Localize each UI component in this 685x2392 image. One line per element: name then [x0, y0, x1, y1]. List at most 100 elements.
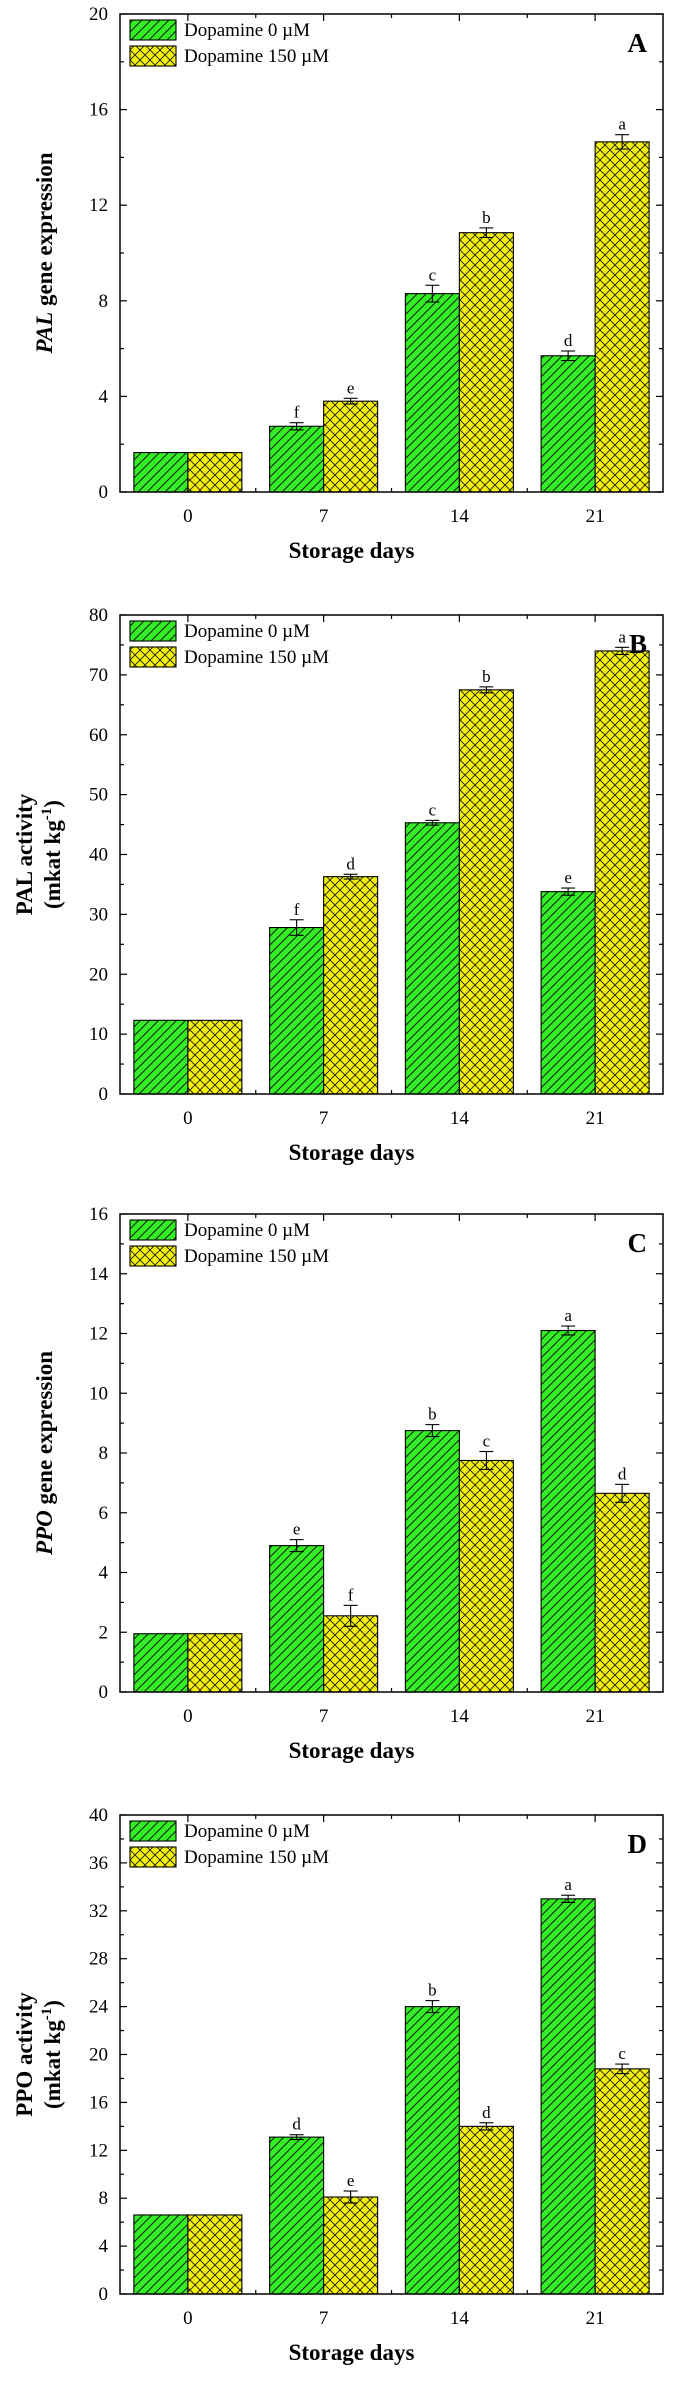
- legend-swatch-dopamine-150: [129, 1846, 177, 1868]
- legend-swatch-dopamine-150: [129, 1245, 177, 1267]
- significance-letter: e: [564, 868, 572, 887]
- legend: Dopamine 0 µM Dopamine 150 µM: [129, 1219, 329, 1267]
- y-axis-unit: (mkat kg: [40, 820, 65, 909]
- x-tick-label: 7: [319, 506, 329, 527]
- significance-letter: d: [618, 1464, 627, 1483]
- x-axis-label: Storage days: [289, 1140, 415, 1165]
- x-tick-label: 21: [586, 1108, 605, 1129]
- panel-letter: A: [628, 28, 648, 58]
- legend-label: Dopamine 150 µM: [184, 647, 329, 668]
- y-tick-label: 8: [99, 291, 109, 312]
- y-tick-label: 0: [99, 482, 109, 503]
- y-axis-unit-close: ): [40, 800, 65, 808]
- legend-label: Dopamine 0 µM: [184, 621, 310, 642]
- legend-label: Dopamine 150 µM: [184, 46, 329, 67]
- bar-dopamine-150-day-0: [187, 2214, 243, 2295]
- y-axis-label-rest: gene expression: [32, 152, 57, 312]
- significance-letter: e: [347, 2171, 355, 2190]
- bar-dopamine-150-day-0: [187, 1633, 243, 1693]
- y-tick-label: 24: [89, 1997, 109, 2018]
- bar-dopamine-0-day-7: [269, 425, 325, 493]
- bar-dopamine-150-day-7: [323, 1615, 379, 1693]
- significance-letter: e: [293, 1520, 301, 1539]
- bar-dopamine-0-day-7: [269, 1545, 325, 1693]
- y-axis-label-line2: (mkat kg-1): [39, 2000, 65, 2109]
- panel-letter: C: [628, 1228, 648, 1258]
- x-tick-label: 0: [183, 506, 193, 527]
- y-tick-label: 12: [89, 1324, 108, 1345]
- y-tick-label: 10: [89, 1024, 108, 1045]
- y-axis-unit: (mkat kg: [40, 2020, 65, 2109]
- y-tick-label: 4: [99, 2236, 109, 2257]
- chart-panel-b: f c e d b a 0 10 20 30 40 50 60 70 80 0 7 14 21 Storage day…: [12, 605, 664, 1165]
- significance-letter: c: [429, 265, 437, 284]
- y-tick-label: 40: [89, 845, 108, 866]
- y-tick-label: 16: [89, 1204, 108, 1225]
- significance-letter: b: [482, 208, 491, 227]
- bar-dopamine-150-day-7: [323, 876, 379, 1095]
- bar-dopamine-0-day-14: [404, 293, 460, 493]
- y-tick-label: 0: [99, 1084, 109, 1105]
- bar-dopamine-150-day-14: [458, 2125, 514, 2295]
- significance-letter: a: [564, 1875, 572, 1894]
- y-tick-label: 80: [89, 605, 108, 626]
- y-tick-label: 70: [89, 665, 108, 686]
- y-tick-label: 0: [99, 1682, 109, 1703]
- significance-letter: a: [618, 627, 626, 646]
- y-axis-unit-superscript: -1: [39, 2008, 55, 2021]
- y-axis-label-line1: PAL activity: [12, 793, 37, 915]
- y-tick-label: 4: [99, 1563, 109, 1584]
- y-tick-label: 28: [89, 1949, 108, 1970]
- y-tick-label: 20: [89, 964, 108, 985]
- y-tick-label: 2: [99, 1622, 109, 1643]
- significance-letter: c: [483, 1432, 491, 1451]
- legend-label: Dopamine 0 µM: [184, 1220, 310, 1241]
- panel-letter: D: [628, 1829, 648, 1859]
- y-axis-label-line2: (mkat kg-1): [39, 800, 65, 909]
- legend-swatch-dopamine-150: [129, 646, 177, 668]
- y-axis-label-gene: PAL: [32, 312, 57, 355]
- x-tick-label: 0: [183, 1706, 193, 1727]
- bar-dopamine-0-day-0: [133, 452, 189, 493]
- chart-panel-d: d b a e d c 0 4 8 12 16 20 24 28 32 36 40 0 7 14 21 Storage d…: [12, 1805, 664, 2365]
- y-tick-label: 6: [99, 1503, 109, 1524]
- significance-letter: f: [348, 1585, 354, 1604]
- bar-dopamine-150-day-7: [323, 400, 379, 493]
- bar-dopamine-0-day-7: [269, 926, 325, 1095]
- x-tick-label: 7: [319, 2308, 329, 2329]
- significance-letter: d: [482, 2103, 491, 2122]
- legend-swatch-dopamine-0: [129, 1219, 177, 1241]
- bar-dopamine-0-day-21: [540, 1898, 596, 2295]
- bar-dopamine-0-day-21: [540, 891, 596, 1095]
- y-tick-label: 20: [89, 2045, 108, 2066]
- significance-letter: c: [429, 800, 437, 819]
- chart-panel-c: e b a f c d 0 2 4 6 8 10 12 14 16 0 7 14 21 Storage days PPO…: [32, 1204, 664, 1763]
- y-tick-label: 8: [99, 1443, 109, 1464]
- significance-letter: e: [347, 378, 355, 397]
- legend-swatch-dopamine-0: [129, 19, 177, 41]
- y-axis-label-gene: PPO: [32, 1510, 57, 1556]
- y-tick-label: 30: [89, 904, 108, 925]
- y-tick-label: 0: [99, 2284, 109, 2305]
- bar-dopamine-150-day-7: [323, 2196, 379, 2295]
- significance-letter: b: [428, 1981, 437, 2000]
- x-tick-label: 14: [450, 1108, 470, 1129]
- y-axis-unit-close: ): [40, 2000, 65, 2008]
- bar-dopamine-0-day-0: [133, 1633, 189, 1693]
- y-axis-label: PAL gene expression: [32, 152, 57, 354]
- significance-letter: a: [618, 115, 626, 134]
- y-tick-label: 8: [99, 2188, 109, 2209]
- significance-letter: f: [294, 403, 300, 422]
- legend-swatch-dopamine-150: [129, 45, 177, 67]
- bar-dopamine-0-day-14: [404, 822, 460, 1095]
- significance-letter: b: [428, 1405, 437, 1424]
- x-tick-label: 21: [586, 2308, 605, 2329]
- y-tick-label: 4: [99, 386, 109, 407]
- bar-dopamine-150-day-0: [187, 452, 243, 493]
- significance-letter: b: [482, 667, 491, 686]
- significance-letter: d: [564, 331, 573, 350]
- x-axis-label: Storage days: [289, 1738, 415, 1763]
- bar-dopamine-150-day-0: [187, 1019, 243, 1095]
- bar-dopamine-150-day-21: [594, 2068, 650, 2295]
- x-axis-label: Storage days: [289, 538, 415, 563]
